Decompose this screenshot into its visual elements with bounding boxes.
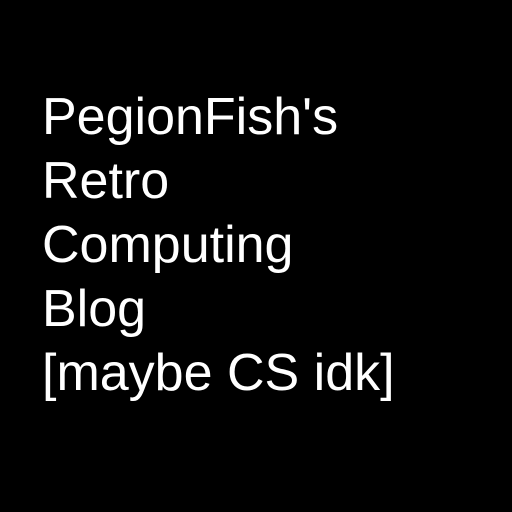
title-line-3: Computing: [42, 216, 294, 274]
blog-title: PegionFish's Retro Computing Blog [maybe…: [42, 85, 395, 405]
title-line-4: Blog: [42, 280, 147, 338]
title-line-2: Retro: [42, 152, 170, 210]
title-line-5: [maybe CS idk]: [42, 344, 395, 402]
title-line-1: PegionFish's: [42, 88, 339, 146]
